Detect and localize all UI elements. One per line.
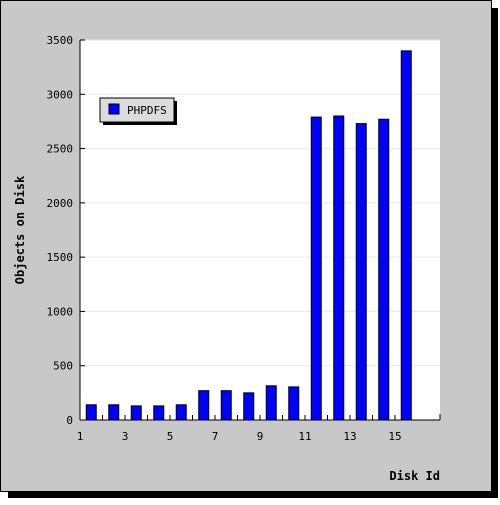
bar bbox=[243, 392, 255, 421]
bar bbox=[400, 50, 412, 421]
legend: PHPDFS bbox=[99, 97, 177, 125]
bar bbox=[333, 115, 345, 421]
y-tick-label: 500 bbox=[53, 360, 73, 373]
bar bbox=[130, 405, 142, 421]
bar bbox=[175, 404, 187, 421]
x-tick-label: 7 bbox=[212, 430, 219, 443]
bar bbox=[288, 386, 300, 421]
frame-shadow-bottom bbox=[8, 492, 498, 498]
x-tick-label: 11 bbox=[298, 430, 311, 443]
y-tick-label: 1500 bbox=[47, 251, 74, 264]
legend-label: PHPDFS bbox=[127, 104, 167, 117]
x-tick-label: 13 bbox=[343, 430, 356, 443]
y-tick-label: 3000 bbox=[47, 88, 74, 101]
x-tick-label: 3 bbox=[122, 430, 129, 443]
y-tick-label: 0 bbox=[66, 414, 73, 427]
bar bbox=[153, 405, 165, 421]
bar bbox=[310, 116, 322, 421]
x-tick-label: 1 bbox=[77, 430, 84, 443]
x-tick-label: 15 bbox=[388, 430, 401, 443]
bar bbox=[378, 118, 390, 421]
x-axis-title: Disk Id bbox=[389, 469, 440, 483]
y-tick-label: 1000 bbox=[47, 305, 74, 318]
axis-ticks bbox=[79, 39, 396, 421]
bar bbox=[198, 390, 210, 421]
bar bbox=[85, 404, 97, 421]
bar bbox=[108, 404, 120, 421]
x-tick-label: 5 bbox=[167, 430, 174, 443]
y-tick-label: 3500 bbox=[47, 34, 74, 47]
bars bbox=[85, 50, 412, 421]
y-tick-label: 2500 bbox=[47, 143, 74, 156]
y-tick-label: 2000 bbox=[47, 197, 74, 210]
bar bbox=[355, 123, 367, 421]
x-tick-label: 9 bbox=[257, 430, 264, 443]
frame-shadow-right bbox=[492, 8, 498, 498]
legend-swatch bbox=[108, 103, 120, 115]
bar bbox=[220, 390, 232, 421]
y-axis-title: Objects on Disk bbox=[13, 175, 27, 284]
bar bbox=[265, 385, 277, 421]
